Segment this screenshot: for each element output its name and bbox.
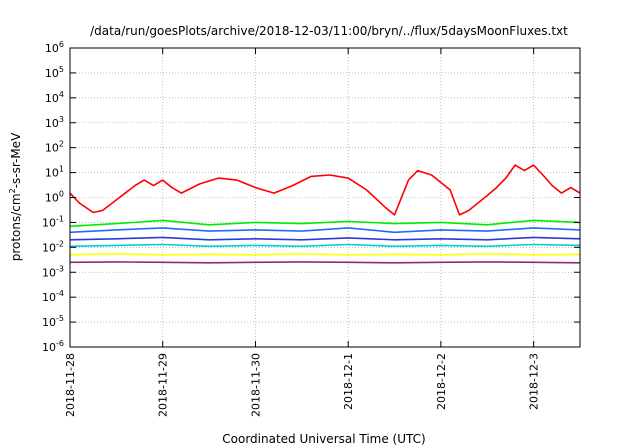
y-tick-exponent: -5 [56,314,64,323]
y-tick-exponent: -3 [56,264,64,273]
axis-ticks [69,47,580,348]
y-tick-base: 10 [42,266,56,279]
y-tick-base: 10 [45,142,59,155]
x-tick-label: 2018-11-28 [64,353,77,417]
y-axis-label-exponent: 2 [8,188,17,193]
y-tick-base: 10 [42,216,56,229]
y-tick-base: 10 [45,192,59,205]
y-tick-labels: 10-610-510-410-310-210-11001011021031041… [42,40,64,354]
chart-title: /data/run/goesPlots/archive/2018-12-03/1… [90,24,568,38]
y-tick-label: 10-3 [42,264,64,279]
y-axis-label: protons/cm2-s-sr-MeV [8,132,23,261]
series-line-3 [69,227,581,234]
x-tick-label: 2018-11-29 [157,353,170,417]
y-tick-label: 10-2 [42,239,64,254]
series-group [69,164,581,264]
x-tick-label: 2018-12-2 [435,353,448,410]
y-tick-label: 103 [45,115,64,130]
y-tick-exponent: 6 [59,40,64,49]
series-line-2 [69,219,581,228]
y-tick-label: 106 [45,40,64,55]
y-tick-label: 101 [45,165,64,180]
y-tick-label: 100 [45,190,64,205]
y-tick-exponent: 3 [59,115,64,124]
y-tick-exponent: 4 [59,90,64,99]
y-tick-exponent: 0 [59,190,64,199]
y-tick-label: 10-5 [42,314,64,329]
y-tick-exponent: -2 [56,239,64,248]
y-tick-label: 102 [45,140,64,155]
series-line-4 [69,236,581,241]
y-tick-exponent: -4 [56,289,64,298]
y-axis-label-base: protons/cm [9,193,23,261]
y-tick-label: 10-1 [42,214,64,229]
y-tick-label: 10-6 [42,339,64,354]
x-axis-label: Coordinated Universal Time (UTC) [222,432,425,446]
grid [70,48,580,347]
y-tick-label: 104 [45,90,64,105]
y-tick-exponent: -6 [56,339,64,348]
y-tick-base: 10 [42,341,56,354]
y-tick-exponent: 5 [59,65,64,74]
y-tick-base: 10 [45,92,59,105]
y-axis-label-rest: -s-sr-MeV [9,132,23,188]
y-tick-base: 10 [42,291,56,304]
x-tick-label: 2018-12-3 [528,353,541,410]
series-line-1 [69,164,581,216]
y-tick-exponent: -1 [56,214,64,223]
y-tick-base: 10 [42,241,56,254]
series-line-7 [69,261,581,264]
series-line-6 [69,253,581,256]
series-line-5 [69,243,581,248]
y-tick-base: 10 [45,67,59,80]
x-tick-label: 2018-12-1 [342,353,355,410]
y-tick-label: 10-4 [42,289,64,304]
y-tick-exponent: 1 [59,165,64,174]
y-tick-base: 10 [42,316,56,329]
y-tick-base: 10 [45,167,59,180]
y-tick-base: 10 [45,117,59,130]
y-tick-label: 105 [45,65,64,80]
y-tick-exponent: 2 [59,140,64,149]
y-tick-base: 10 [45,42,59,55]
x-tick-label: 2018-11-30 [249,353,262,417]
x-tick-labels: 2018-11-28 2018-11-29 2018-11-30 2018-12-1 2… [64,353,541,417]
